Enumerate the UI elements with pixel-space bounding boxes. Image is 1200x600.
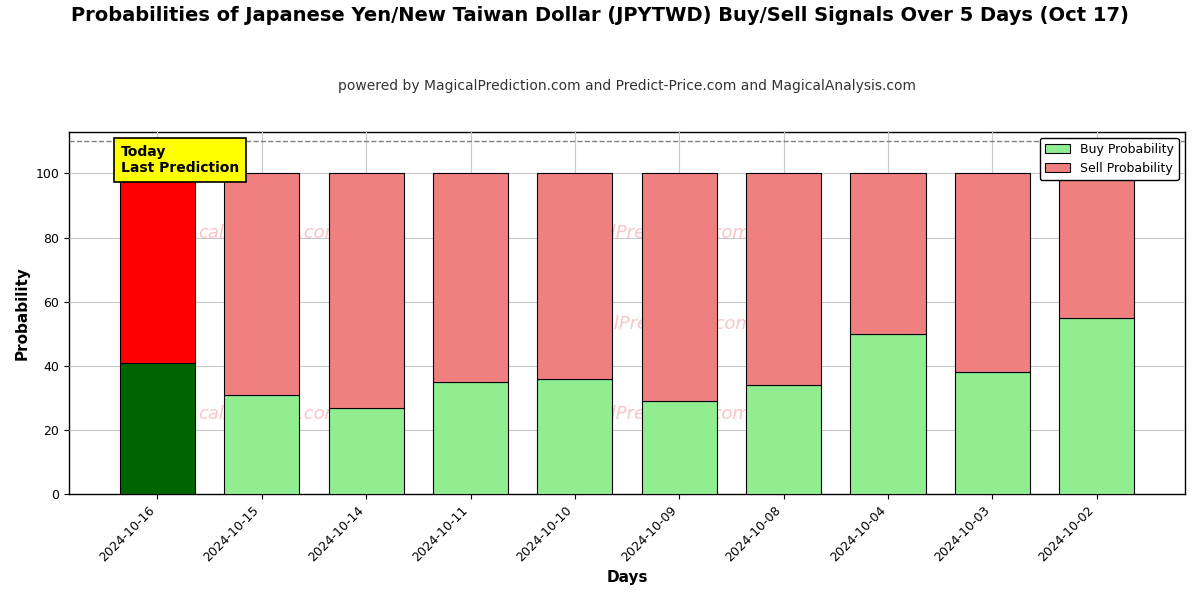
Bar — [851, 334, 925, 494]
Text: calAnalysis.com: calAnalysis.com — [198, 406, 342, 424]
Bar — [851, 173, 925, 334]
Bar — [955, 173, 1030, 373]
Title: powered by MagicalPrediction.com and Predict-Price.com and MagicalAnalysis.com: powered by MagicalPrediction.com and Pre… — [338, 79, 916, 93]
Bar — [120, 173, 196, 363]
Bar — [224, 173, 299, 395]
Legend: Buy Probability, Sell Probability: Buy Probability, Sell Probability — [1040, 138, 1178, 180]
Bar — [1060, 173, 1134, 318]
Bar — [746, 385, 821, 494]
Text: MagicalPrediction.com: MagicalPrediction.com — [548, 406, 751, 424]
Bar — [1060, 318, 1134, 494]
Text: MagicalPrediction.com: MagicalPrediction.com — [548, 224, 751, 242]
Text: Probabilities of Japanese Yen/New Taiwan Dollar (JPYTWD) Buy/Sell Signals Over 5: Probabilities of Japanese Yen/New Taiwan… — [71, 6, 1129, 25]
Bar — [329, 173, 403, 407]
Y-axis label: Probability: Probability — [16, 266, 30, 360]
Bar — [329, 407, 403, 494]
Bar — [433, 173, 508, 382]
Bar — [433, 382, 508, 494]
X-axis label: Days: Days — [606, 570, 648, 585]
Bar — [955, 373, 1030, 494]
Bar — [224, 395, 299, 494]
Text: calAnalysis.com: calAnalysis.com — [198, 224, 342, 242]
Text: MagicialPrediction.com: MagicialPrediction.com — [546, 315, 754, 333]
Bar — [642, 401, 716, 494]
Bar — [642, 173, 716, 401]
Bar — [538, 379, 612, 494]
Bar — [746, 173, 821, 385]
Bar — [538, 173, 612, 379]
Text: Today
Last Prediction: Today Last Prediction — [121, 145, 239, 175]
Bar — [120, 363, 196, 494]
